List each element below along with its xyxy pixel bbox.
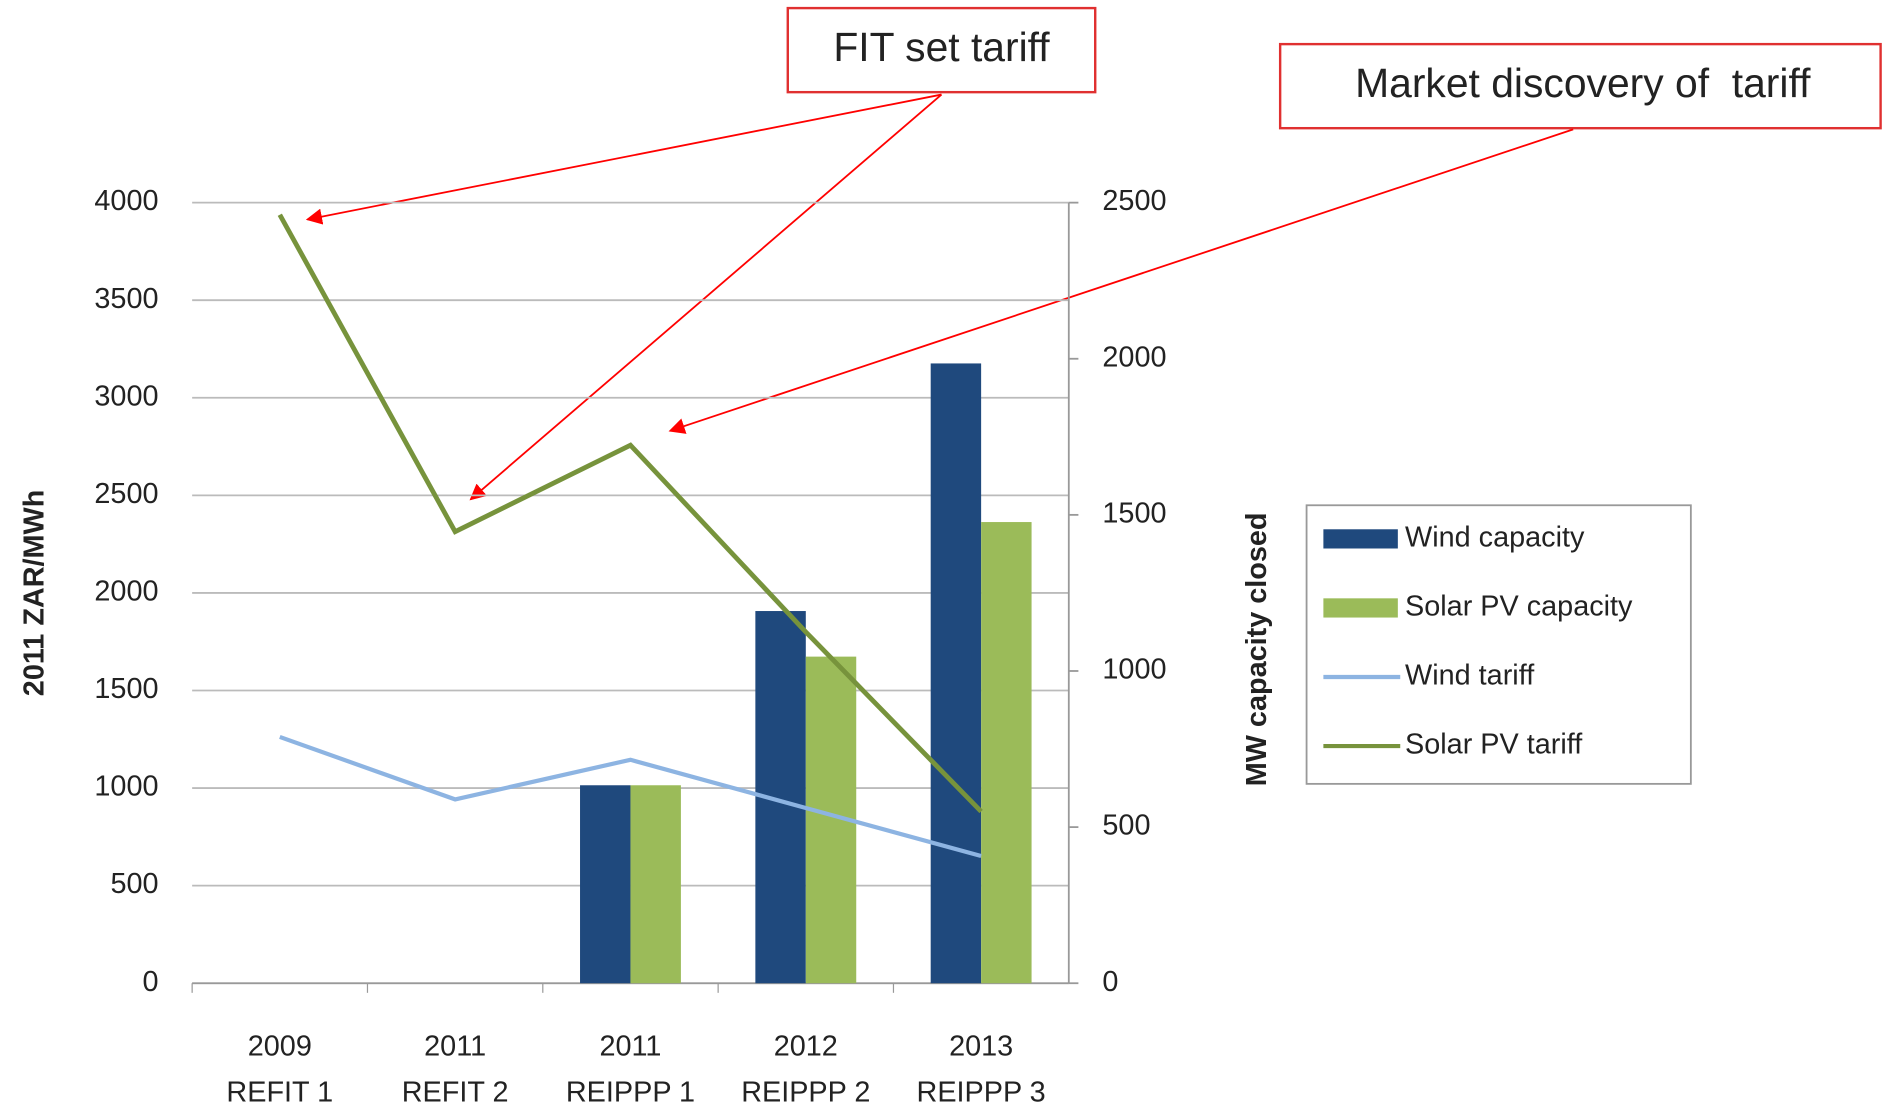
x-tick-label: 2009 [248, 1031, 312, 1063]
annotation-box [786, 6, 1097, 94]
legend-label: Solar PV tariff [1405, 729, 1583, 761]
x-tick-label: REIPPP 2 [741, 1076, 870, 1108]
y-tick-label: 500 [110, 868, 158, 900]
bar [981, 522, 1032, 984]
legend-swatch [1323, 529, 1398, 549]
y2-axis-title: MW capacity closed [1241, 512, 1273, 786]
legend-swatch [1323, 598, 1398, 618]
x-tick-label: 2013 [949, 1031, 1013, 1063]
bar [580, 785, 631, 984]
annotation: Market discovery of tariff [1355, 60, 1811, 106]
y-tick-label: 4000 [94, 185, 158, 217]
y2-tick-label: 0 [1102, 966, 1118, 998]
legend [1305, 504, 1692, 785]
y2-tick-label: 1000 [1102, 654, 1166, 686]
y-axis-title: 2011 ZAR/MWh [19, 490, 51, 697]
line [277, 213, 983, 814]
y2-tick-label: 1500 [1102, 497, 1166, 529]
bar [630, 785, 681, 984]
y-tick-label: 3500 [94, 283, 158, 315]
legend-label: Wind capacity [1405, 521, 1585, 553]
x-tick-label: 2011 [424, 1031, 486, 1063]
y-tick-label: 0 [142, 966, 158, 998]
bar [930, 363, 982, 984]
x-tick-label: 2011 [599, 1031, 661, 1063]
x-tick-label: REFIT 2 [402, 1076, 509, 1108]
x-tick-label: REIPPP 3 [917, 1076, 1046, 1108]
y-tick-label: 1500 [94, 673, 158, 705]
legend-label: Wind tariff [1405, 660, 1535, 692]
y-tick-label: 1000 [94, 771, 158, 803]
legend-label: Solar PV capacity [1405, 591, 1633, 623]
y2-tick-label: 2500 [1102, 185, 1166, 217]
y-tick-label: 3000 [94, 380, 158, 412]
y2-tick-label: 2000 [1102, 341, 1166, 373]
y-tick-label: 2500 [94, 478, 158, 510]
y2-tick-label: 500 [1102, 810, 1150, 842]
x-tick-label: REIPPP 1 [566, 1076, 695, 1108]
x-tick-label: 2012 [774, 1031, 838, 1063]
annotation-box [1278, 42, 1882, 130]
y-tick-label: 2000 [94, 576, 158, 608]
x-tick-label: REFIT 1 [226, 1076, 333, 1108]
annotation-arrows [305, 93, 1574, 501]
line [279, 734, 982, 859]
annotation: FIT set tariff [833, 24, 1050, 70]
